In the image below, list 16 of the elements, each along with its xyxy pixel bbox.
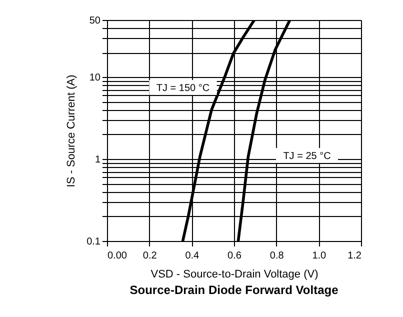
x-tick-label: 0.4 bbox=[185, 250, 200, 262]
y-tick-label: 1 bbox=[94, 154, 101, 166]
x-tick-label: 0.8 bbox=[270, 250, 284, 262]
y-tick-label: 50 bbox=[89, 16, 101, 26]
y-tick-label: 0.1 bbox=[86, 236, 101, 248]
text: Source-Drain Diode Forward Voltage bbox=[130, 283, 339, 297]
x-axis-title: VSD - Source-to-Drain Voltage (V) bbox=[150, 268, 318, 280]
x-tick-label: 1.2 bbox=[348, 250, 362, 262]
annotation: TJ = 25 °C bbox=[283, 151, 331, 162]
x-tick-label: 1.0 bbox=[312, 250, 327, 262]
y-axis-title: IS - Source Current (A) bbox=[66, 74, 78, 188]
annotation: TJ = 150 °C bbox=[156, 83, 210, 94]
x-tick-label: 0.00 bbox=[108, 250, 128, 262]
y-tick-label: 10 bbox=[89, 72, 101, 84]
x-tick-label: 0.2 bbox=[142, 250, 158, 262]
x-tick-label: 0.6 bbox=[228, 250, 242, 262]
